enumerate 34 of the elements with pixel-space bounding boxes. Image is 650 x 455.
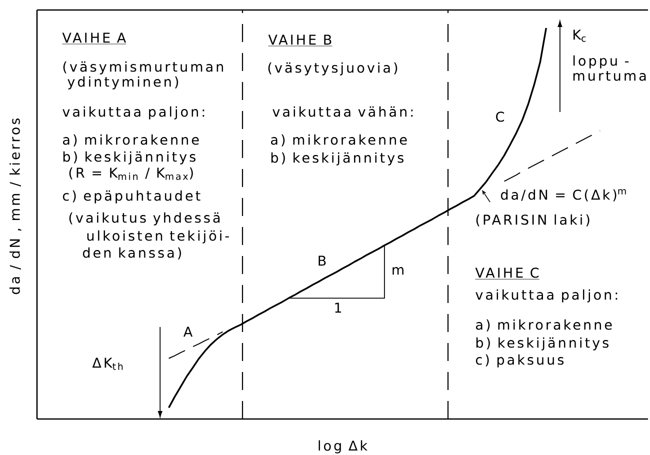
annotation: b) keskijännitys <box>476 337 608 350</box>
annotation: a) mikrorakenne <box>63 134 199 146</box>
annotation: (PARISIN laki) <box>476 214 590 226</box>
annotation: ulkoisten tekijöi- <box>87 230 229 244</box>
annotation: C <box>496 112 504 122</box>
annotation: vaikuttaa paljon: <box>476 289 618 302</box>
annotation: B <box>318 256 326 266</box>
annotation: a) mikrorakenne <box>271 134 407 146</box>
annotation: (väsytysjuovia) <box>268 62 398 76</box>
annotation: a) mikrorakenne <box>476 319 612 332</box>
annotation: vaikuttaa vähän: <box>272 106 413 117</box>
annotation: (R = K$_{min}$ / K$_{max}$) <box>69 167 193 180</box>
annotation: vaikuttaa paljon: <box>62 106 204 120</box>
annotation: murtuma <box>573 71 646 81</box>
annotation: loppu - <box>573 55 629 68</box>
annotation: m <box>392 267 404 275</box>
annotation: den kanssa) <box>82 247 182 260</box>
annotation: b) keskijännitys <box>63 151 196 164</box>
annotation: c) epäpuhtaudet <box>62 190 200 204</box>
annotation: VAIHE C <box>475 268 539 278</box>
annotation: (vaikutus yhdessä <box>69 212 220 226</box>
annotation: ydintyminen) <box>68 76 178 90</box>
annotation: b) keskijännitys <box>271 152 404 166</box>
annotation: VAIHE A <box>62 32 126 43</box>
annotation: ΔK$_{th}$ <box>92 358 123 370</box>
annotation: (väsymismurtuman <box>63 61 224 74</box>
annotation: c) paksuus <box>476 354 564 368</box>
annotation: K$_{c}$ <box>574 30 586 42</box>
annotation: da/dN = C(Δk)$^{m}$ <box>500 189 626 202</box>
annotation: VAIHE B <box>268 34 332 45</box>
annotation: 1 <box>335 302 342 313</box>
y-axis-title: da / dN , mm / kierros <box>9 118 22 294</box>
annotation: A <box>183 326 193 337</box>
x-axis-title: log Δk <box>318 440 368 454</box>
